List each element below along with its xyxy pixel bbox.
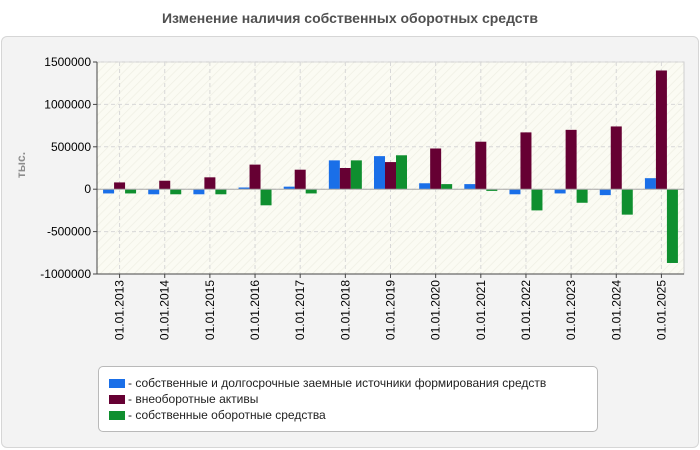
bar <box>531 189 543 211</box>
bar <box>260 189 272 206</box>
bar <box>170 189 182 195</box>
bar <box>193 189 205 195</box>
bar <box>599 189 611 196</box>
bar <box>419 183 431 190</box>
bar <box>305 189 317 194</box>
legend-label-sources: - собственные и долгосрочные заемные ист… <box>128 376 547 390</box>
x-tick-label: 01.01.2017 <box>293 280 307 340</box>
y-tick-label: 1500000 <box>44 55 91 69</box>
bar <box>430 148 442 190</box>
y-tick-label: 500000 <box>51 140 91 154</box>
bar <box>125 189 137 194</box>
bar <box>159 180 171 190</box>
bar <box>554 189 566 194</box>
x-tick-label: 01.01.2015 <box>203 280 217 340</box>
bar <box>464 184 476 190</box>
legend-label-noncurrent-assets: - внеоборотные активы <box>128 392 259 406</box>
bar <box>610 126 622 190</box>
bar <box>475 141 487 190</box>
legend-item-noncurrent-assets: - внеоборотные активы <box>109 391 587 407</box>
axes: 1500000 1000000 500000 0 -500000 -1000000 01.0… <box>40 55 684 340</box>
bar <box>148 189 160 195</box>
bar <box>294 169 306 190</box>
x-tick-label: 01.01.2016 <box>248 280 262 340</box>
bar <box>385 162 396 190</box>
bars <box>103 70 678 263</box>
bar <box>655 70 667 190</box>
bar <box>441 184 453 190</box>
x-tick-label: 01.01.2018 <box>338 280 352 340</box>
bar <box>328 160 340 190</box>
legend: - собственные и долгосрочные заемные ист… <box>98 366 598 432</box>
bar <box>520 132 532 190</box>
bar <box>666 189 678 263</box>
bar <box>644 178 656 190</box>
legend-swatch-sources <box>109 378 125 388</box>
x-tick-label: 01.01.2013 <box>113 280 127 340</box>
x-tick-label: 01.01.2025 <box>654 280 668 340</box>
x-tick-label: 01.01.2024 <box>609 280 623 340</box>
bar <box>103 189 115 194</box>
bar <box>486 189 498 191</box>
x-tick-label: 01.01.2014 <box>158 280 172 340</box>
y-tick-label: -500000 <box>47 225 91 239</box>
legend-label-working-capital: - собственные оборотные средства <box>128 408 326 422</box>
x-tick-label: 01.01.2020 <box>429 280 443 340</box>
chart-title: Изменение наличия собственных оборотных … <box>161 10 539 26</box>
bar <box>249 164 261 190</box>
bar <box>396 155 407 190</box>
bar <box>621 189 633 215</box>
bar <box>283 186 295 190</box>
bar <box>339 168 351 190</box>
x-tick-label: 01.01.2019 <box>384 280 398 340</box>
bar <box>215 189 227 195</box>
bar <box>374 156 385 190</box>
x-tick-label: 01.01.2022 <box>519 280 533 340</box>
legend-item-sources: - собственные и долгосрочные заемные ист… <box>109 375 587 391</box>
y-tick-label: 1000000 <box>44 97 91 111</box>
legend-swatch-working-capital <box>109 410 125 420</box>
legend-item-working-capital: - собственные оборотные средства <box>109 407 587 423</box>
legend-swatch-noncurrent-assets <box>109 394 125 404</box>
y-tick-label: -1000000 <box>40 267 91 281</box>
bar <box>350 160 362 190</box>
x-tick-label: 01.01.2021 <box>474 280 488 340</box>
bar <box>114 182 126 190</box>
x-tick-label: 01.01.2023 <box>564 280 578 340</box>
bar <box>576 189 588 203</box>
bar <box>565 129 577 190</box>
y-tick-label: 0 <box>84 182 91 196</box>
bar <box>204 177 216 190</box>
bar <box>509 189 521 195</box>
bar <box>238 187 250 190</box>
y-axis-label: тыс. <box>14 151 28 179</box>
